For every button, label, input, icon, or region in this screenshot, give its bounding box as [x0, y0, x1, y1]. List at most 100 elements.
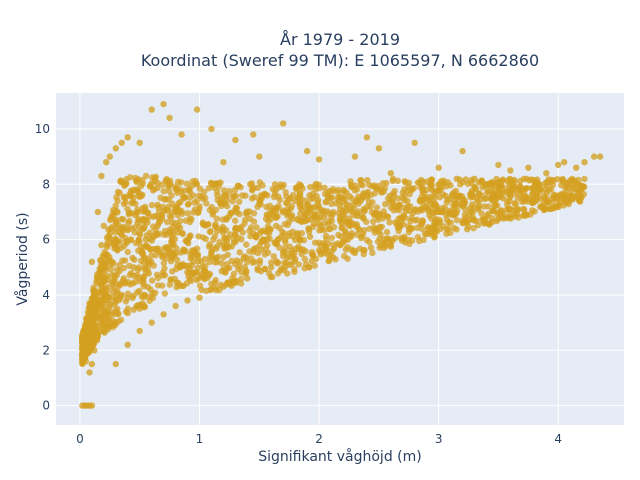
scatter-point	[423, 178, 431, 185]
scatter-point	[226, 264, 233, 272]
scatter-point	[86, 369, 93, 376]
scatter-point	[417, 205, 425, 213]
scatter-point	[85, 325, 92, 332]
scatter-point	[114, 247, 121, 254]
scatter-point	[195, 233, 202, 240]
scatter-point	[508, 184, 515, 192]
scatter-point	[250, 218, 258, 225]
scatter-point	[235, 265, 242, 273]
scatter-point	[495, 161, 502, 169]
scatter-point	[414, 233, 422, 241]
scatter-point	[207, 286, 214, 293]
scatter-point	[108, 258, 116, 265]
scatter-point	[221, 235, 228, 242]
scatter-point	[106, 301, 114, 308]
scatter-point	[342, 229, 349, 237]
scatter-point	[136, 139, 143, 146]
scatter-point	[357, 197, 364, 205]
scatter-point	[130, 194, 137, 201]
scatter-point	[131, 224, 139, 231]
scatter-point	[100, 305, 108, 312]
scatter-point	[136, 327, 143, 335]
scatter-point	[404, 197, 411, 205]
scatter-point	[213, 243, 221, 250]
scatter-point	[292, 197, 299, 205]
scatter-point	[268, 264, 275, 271]
scatter-point	[545, 186, 553, 194]
scatter-point	[281, 221, 289, 228]
scatter-point	[271, 190, 279, 198]
y-axis-title: Vågperiod (s)	[14, 212, 31, 305]
scatter-point	[100, 264, 107, 271]
scatter-point	[575, 197, 583, 204]
y-tick-label: 4	[42, 288, 50, 302]
scatter-point	[84, 308, 92, 316]
scatter-point	[411, 217, 418, 224]
scatter-point	[326, 225, 333, 233]
scatter-point	[194, 253, 202, 260]
scatter-point	[228, 257, 235, 265]
scatter-point	[538, 203, 545, 210]
scatter-point	[409, 237, 416, 244]
scatter-point	[100, 311, 108, 318]
scatter-point	[112, 218, 120, 225]
scatter-point	[95, 297, 103, 304]
scatter-point	[537, 188, 544, 195]
scatter-point	[124, 309, 131, 317]
scatter-point	[328, 200, 335, 207]
scatter-point	[351, 187, 358, 194]
scatter-point	[168, 238, 175, 246]
scatter-point	[199, 195, 206, 202]
scatter-point	[480, 215, 487, 222]
scatter-point	[188, 182, 196, 190]
scatter-point	[220, 159, 227, 166]
scatter-point	[459, 219, 466, 227]
scatter-point	[248, 224, 255, 231]
scatter-point	[191, 248, 198, 255]
scatter-point	[274, 260, 281, 267]
scatter-point	[291, 268, 298, 276]
scatter-point	[478, 178, 485, 185]
scatter-point	[152, 173, 159, 180]
scatter-point	[135, 247, 142, 254]
scatter-point	[467, 194, 474, 201]
scatter-point	[168, 231, 175, 239]
scatter-point	[337, 205, 344, 212]
scatter-point	[302, 218, 309, 225]
scatter-point	[417, 184, 424, 191]
scatter-point	[187, 255, 194, 262]
scatter-point	[517, 177, 524, 185]
scatter-point	[321, 214, 328, 221]
scatter-point	[142, 236, 149, 243]
scatter-point	[395, 207, 403, 214]
y-tick-label: 10	[35, 122, 50, 136]
scatter-point	[292, 255, 299, 263]
scatter-point	[475, 204, 482, 211]
scatter-point	[160, 259, 168, 267]
scatter-point	[261, 251, 268, 258]
scatter-point	[375, 145, 383, 152]
y-tick-label: 0	[42, 399, 50, 413]
scatter-point	[469, 201, 476, 208]
scatter-point	[88, 402, 96, 409]
scatter-point	[220, 192, 227, 199]
scatter-point	[287, 205, 294, 212]
scatter-point	[250, 210, 258, 217]
scatter-point	[126, 217, 133, 225]
scatter-point	[507, 192, 514, 199]
scatter-point	[380, 208, 387, 215]
scatter-point	[196, 282, 204, 289]
scatter-point	[411, 139, 418, 146]
scatter-point	[491, 202, 498, 210]
scatter-point	[528, 176, 535, 183]
scatter-point	[330, 245, 338, 252]
scatter-point	[380, 240, 387, 248]
scatter-point	[126, 174, 134, 181]
scatter-point	[344, 255, 351, 262]
scatter-point	[113, 266, 121, 273]
scatter-point	[234, 234, 242, 241]
scatter-point	[80, 328, 87, 335]
scatter-point	[399, 189, 406, 196]
scatter-point	[148, 319, 155, 326]
